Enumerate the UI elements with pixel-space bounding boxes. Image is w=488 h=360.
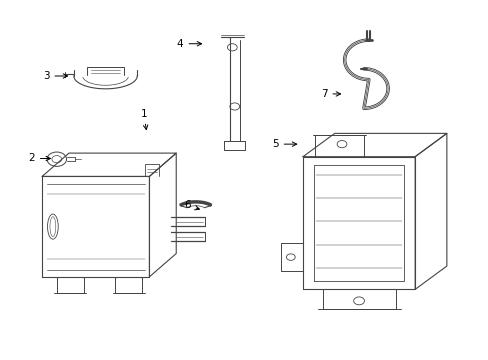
Text: 5: 5 (271, 139, 296, 149)
Text: 1: 1 (140, 109, 147, 130)
Text: 2: 2 (28, 153, 50, 163)
Text: 4: 4 (177, 39, 201, 49)
Text: 3: 3 (43, 71, 67, 81)
Text: 6: 6 (184, 200, 199, 210)
Text: 7: 7 (320, 89, 340, 99)
